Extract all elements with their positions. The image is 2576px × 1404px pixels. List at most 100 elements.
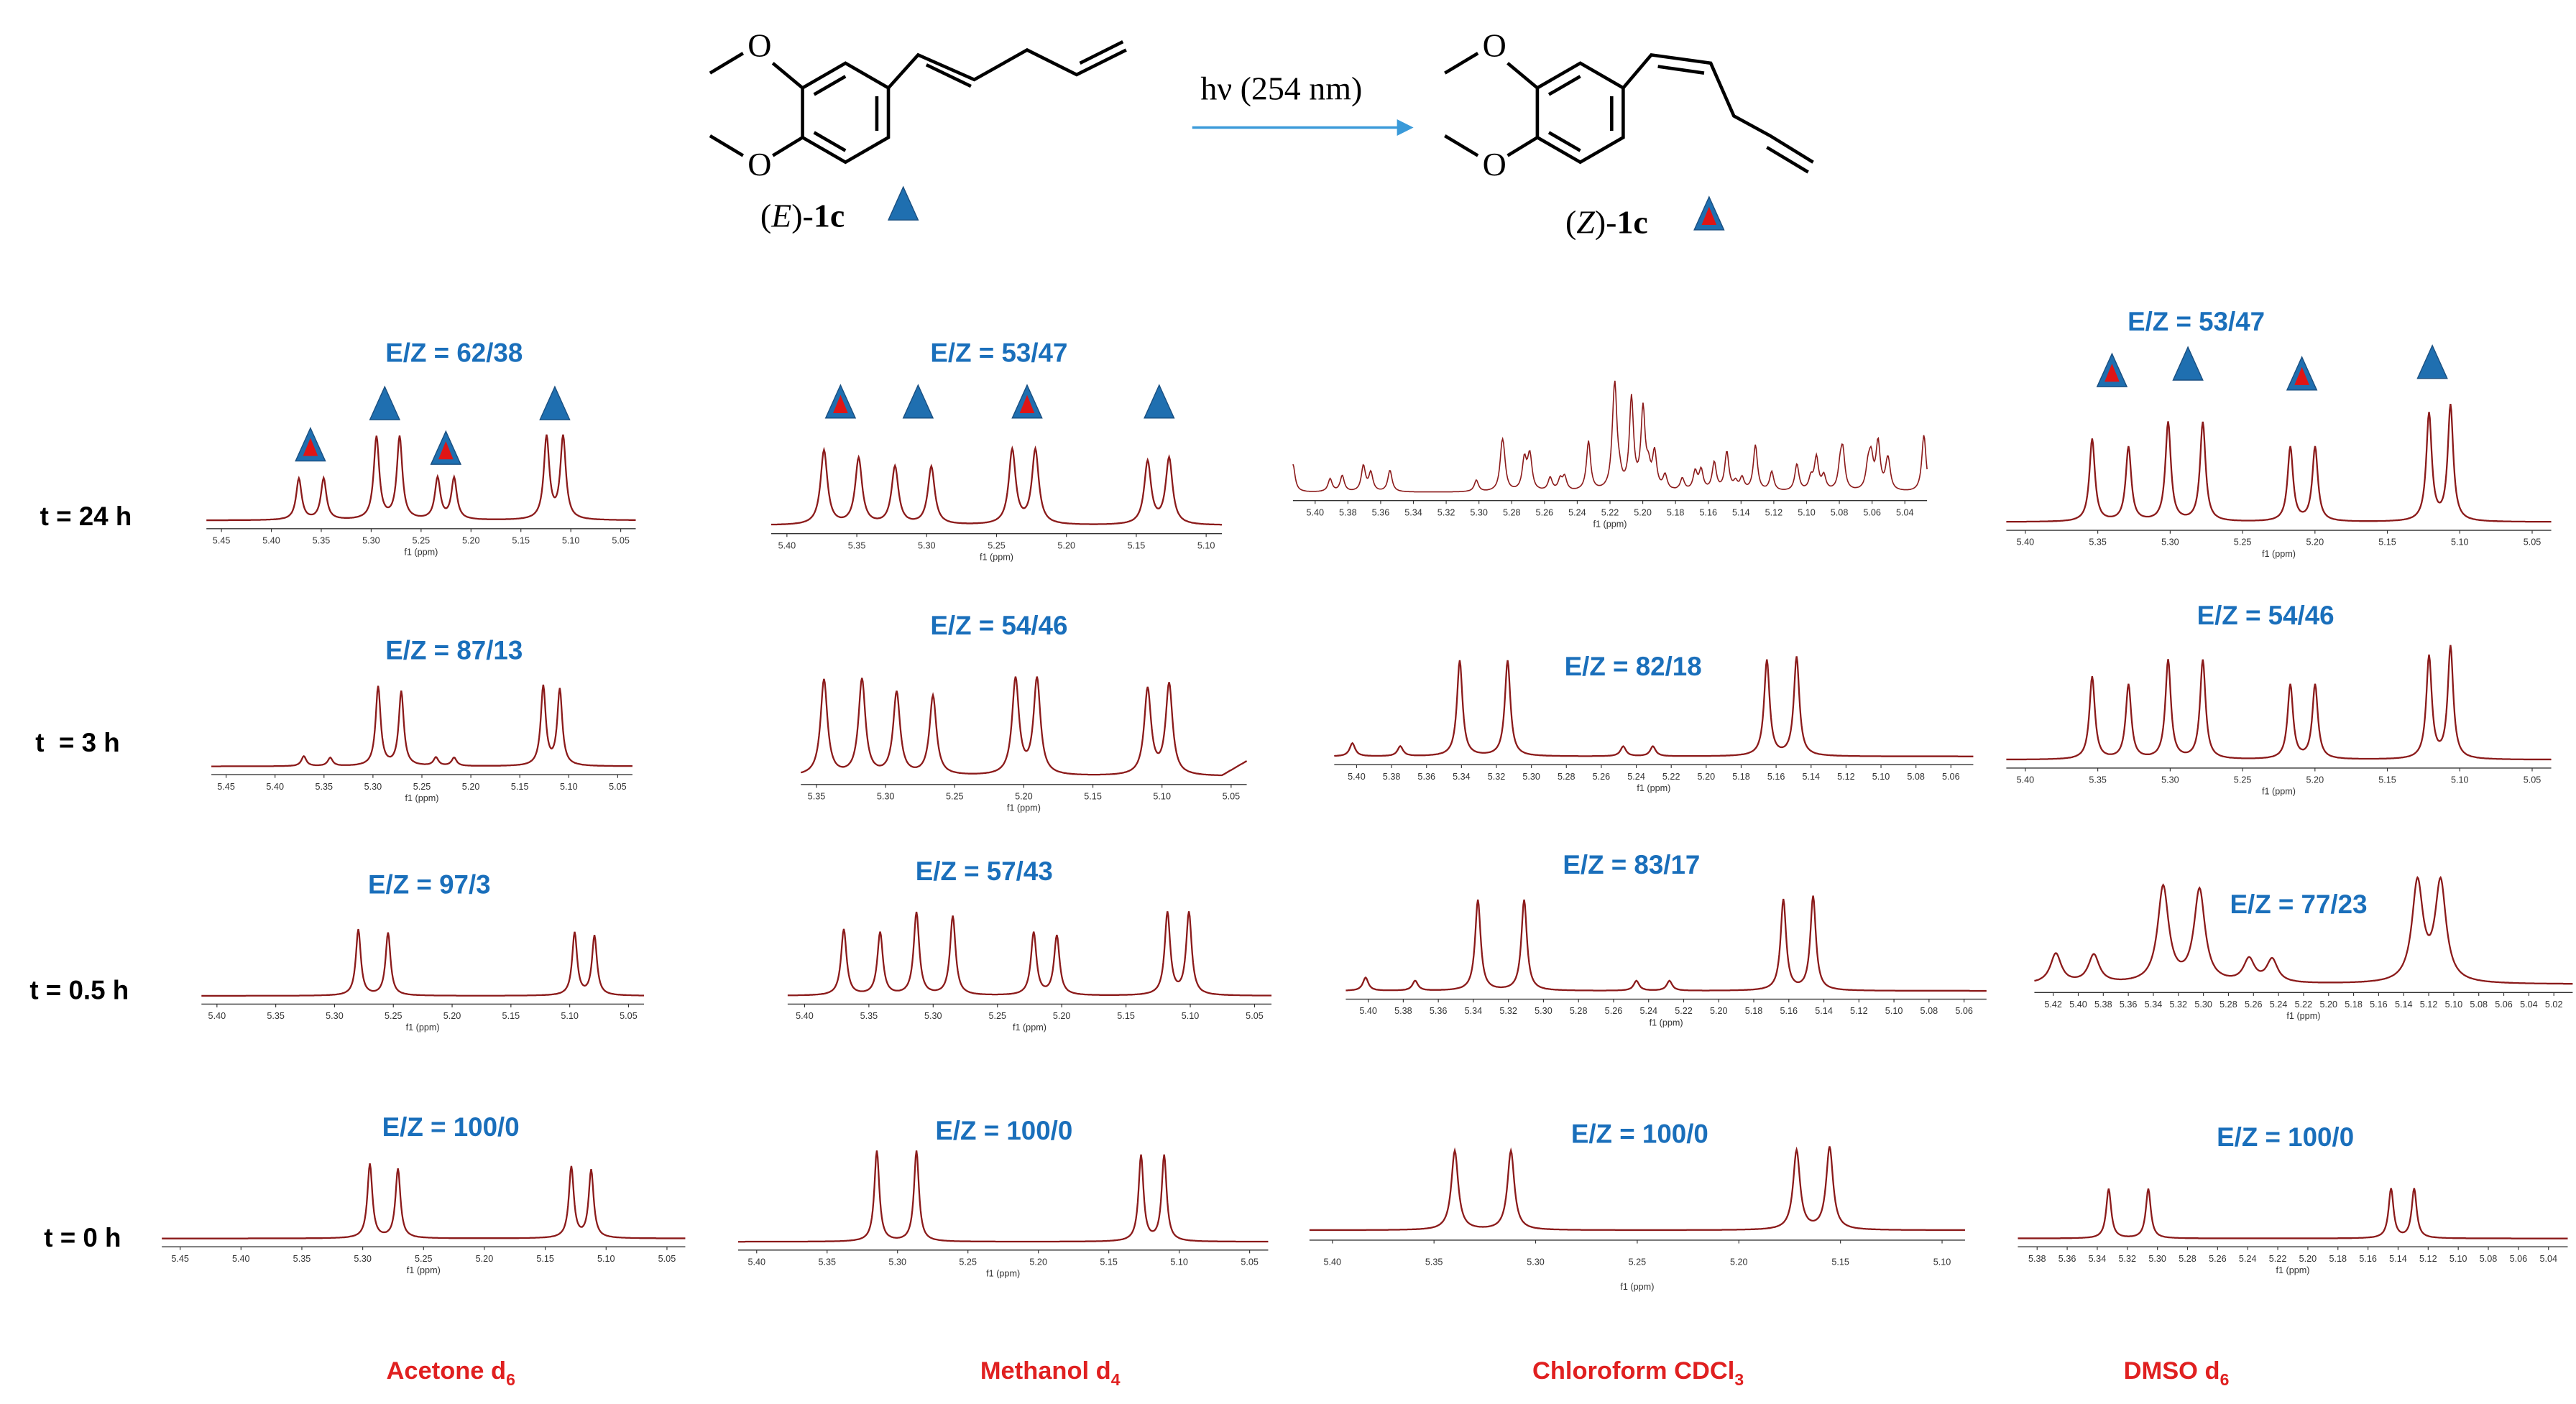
- axis-label: f1 (ppm): [986, 1269, 1020, 1279]
- tick-label: 5.30: [354, 1254, 372, 1264]
- bond: [1079, 40, 1124, 65]
- tick-label: 5.20: [1730, 1257, 1748, 1267]
- text: (: [760, 197, 771, 234]
- tick-label: 5.15: [2378, 775, 2396, 785]
- tick-label: 5.05: [658, 1254, 676, 1264]
- tick-label: 5.04: [1896, 507, 1914, 517]
- tick-label: 5.38: [2028, 1254, 2046, 1264]
- ratio: E/Z = 87/13: [385, 635, 523, 665]
- tick-label: 5.15: [1117, 1011, 1135, 1021]
- tick-label: 5.14: [2389, 1254, 2407, 1264]
- tick-label: 5.06: [1955, 1006, 1973, 1016]
- tick-label: 5.30: [1522, 772, 1540, 782]
- tick-label: 5.35: [2089, 537, 2107, 548]
- ratio: E/Z = 54/46: [2197, 601, 2334, 630]
- marker-triangle: [2172, 346, 2204, 381]
- tick-label: 5.14: [1732, 507, 1750, 517]
- tick-label: 5.30: [2148, 1254, 2166, 1264]
- tick-label: 5.20: [2299, 1254, 2317, 1264]
- tick-label: 5.25: [2234, 775, 2252, 785]
- tick-label: 5.10: [2451, 537, 2469, 548]
- tick-label: 5.20: [462, 782, 480, 792]
- bond: [813, 75, 847, 96]
- solvent-subscript: 4: [1111, 1370, 1121, 1389]
- tick-label: 5.35: [2089, 775, 2107, 785]
- tick-label: 5.40: [266, 782, 284, 792]
- tick-label: 5.20: [462, 535, 480, 545]
- tick-label: 5.05: [1241, 1257, 1259, 1267]
- tick-label: 5.25: [385, 1011, 402, 1021]
- bond: [1547, 75, 1581, 96]
- tick-label: 5.22: [2269, 1254, 2287, 1264]
- spectrum: [2006, 645, 2552, 761]
- tick-label: 5.40: [1324, 1257, 1342, 1267]
- tick-label: 5.10: [562, 535, 580, 545]
- chain: [887, 47, 1127, 89]
- solvent-subscript: 6: [506, 1370, 515, 1389]
- row-label: t = 24 h: [40, 502, 132, 531]
- tick-label: 5.26: [1605, 1006, 1623, 1016]
- tick-label: 5.12: [2419, 1254, 2437, 1264]
- tick-label: 5.32: [1499, 1006, 1517, 1016]
- tick-label: 5.38: [1383, 772, 1401, 782]
- marker-triangle: [539, 385, 571, 420]
- axis-label: f1 (ppm): [1650, 1017, 1683, 1027]
- tick-label: 5.18: [2329, 1254, 2347, 1264]
- spectrum: [206, 434, 636, 522]
- axis-label: f1 (ppm): [1013, 1022, 1046, 1033]
- axis-label: f1 (ppm): [1620, 1282, 1654, 1292]
- tick-label: 5.40: [208, 1011, 226, 1021]
- spectrum: [800, 676, 1248, 777]
- ratio: E/Z = 100/0: [1571, 1119, 1708, 1148]
- tick-label: 5.24: [1639, 1006, 1657, 1016]
- bond: [813, 131, 847, 152]
- tick-label: 5.25: [988, 540, 1006, 550]
- tick-label: 5.22: [1662, 772, 1680, 782]
- bond: [1444, 52, 1479, 75]
- tick-label: 5.15: [511, 782, 529, 792]
- marker-triangle: [902, 384, 934, 419]
- tick-label: 5.25: [1629, 1257, 1647, 1267]
- axis-label: f1 (ppm): [2262, 549, 2296, 559]
- tick-label: 5.15: [502, 1011, 520, 1021]
- marker-inner: [1701, 206, 1717, 226]
- tick-label: 5.34: [1465, 1006, 1483, 1016]
- scheme: O O O O (E)-1c (Z)-1c hν (254 nm): [709, 27, 1814, 241]
- tick-label: 5.15: [2378, 537, 2396, 548]
- tick-label: 5.28: [2220, 999, 2237, 1010]
- bond: [1506, 136, 1539, 157]
- tick-label: 5.30: [326, 1011, 344, 1021]
- spectrum: [211, 684, 633, 767]
- tick-label: 5.05: [620, 1011, 638, 1021]
- tick-label: 5.30: [877, 792, 895, 802]
- tick-label: 5.22: [2295, 999, 2313, 1010]
- tick-label: 5.05: [1246, 1011, 1264, 1021]
- text: Z: [1576, 204, 1595, 241]
- tick-label: 5.12: [2420, 999, 2438, 1010]
- tick-label: 5.40: [748, 1257, 765, 1267]
- tick-label: 5.30: [364, 782, 382, 792]
- tick-label: 5.20: [443, 1011, 461, 1021]
- tick-label: 5.25: [415, 1254, 433, 1264]
- ratio: E/Z = 100/0: [382, 1112, 520, 1142]
- tick-label: 5.32: [1488, 772, 1506, 782]
- axis-label: f1 (ppm): [407, 1265, 441, 1275]
- text: )-: [1595, 204, 1617, 241]
- axis-label: f1 (ppm): [2286, 1011, 2320, 1021]
- tick-label: 5.36: [1372, 507, 1390, 517]
- row-label: t = 0 h: [44, 1223, 121, 1252]
- tick-label: 5.06: [1942, 772, 1960, 782]
- tick-label: 5.16: [2370, 999, 2388, 1010]
- tick-label: 5.30: [1535, 1006, 1552, 1016]
- tick-label: 5.35: [293, 1254, 311, 1264]
- solvent-name: Chloroform CDCl: [1532, 1357, 1734, 1385]
- spectrum: [1346, 895, 1987, 992]
- axis-label: f1 (ppm): [405, 793, 438, 803]
- tick-label: 5.30: [1527, 1257, 1545, 1267]
- tick-label: 5.10: [1170, 1257, 1188, 1267]
- tick-label: 5.04: [2520, 999, 2538, 1010]
- spectrum: [1334, 656, 1974, 757]
- tick-label: 5.36: [1430, 1006, 1448, 1016]
- tick-label: 5.10: [561, 1011, 579, 1021]
